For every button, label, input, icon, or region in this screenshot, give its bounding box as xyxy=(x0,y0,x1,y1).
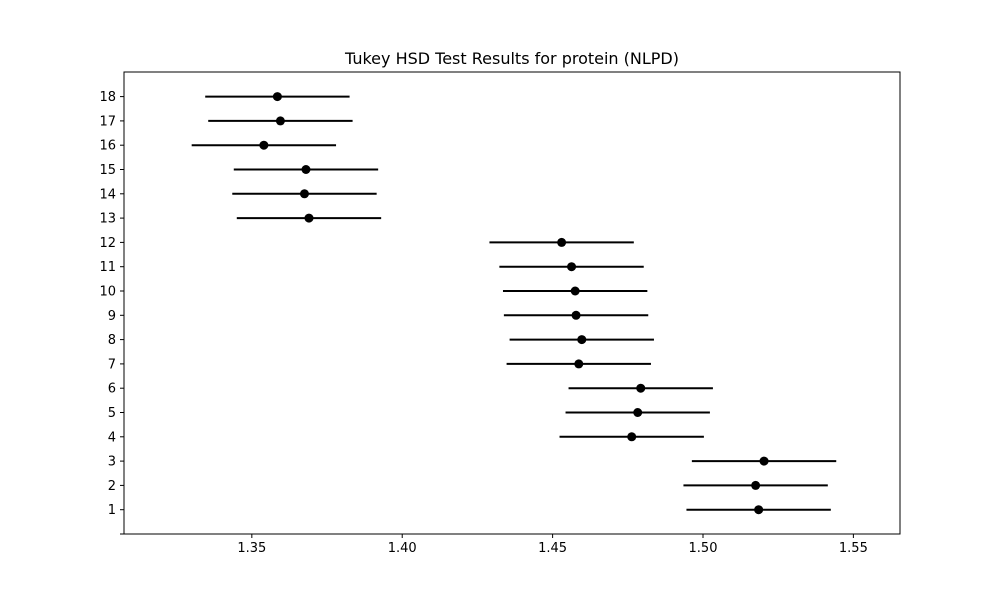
mean-marker xyxy=(304,213,314,223)
y-tick-label: 10 xyxy=(99,285,116,300)
y-tick-label: 3 xyxy=(108,455,116,470)
mean-marker xyxy=(275,116,285,126)
mean-marker xyxy=(636,383,646,393)
y-tick-label: 4 xyxy=(108,430,116,445)
y-tick-label: 6 xyxy=(108,382,116,397)
mean-marker xyxy=(570,286,580,296)
mean-marker xyxy=(633,408,643,417)
y-tick-label: 8 xyxy=(108,333,116,348)
axis-ticks: 1.35 1.40 1.45 1.50 1.5518171615141312111098… xyxy=(99,90,867,556)
mean-marker xyxy=(574,359,584,369)
y-tick-label: 18 xyxy=(99,90,116,105)
y-tick-label: 17 xyxy=(99,114,116,129)
y-tick-label: 16 xyxy=(99,139,116,154)
y-tick-label: 2 xyxy=(108,479,116,494)
y-tick-label: 14 xyxy=(99,187,116,202)
y-tick-label: 7 xyxy=(108,357,116,372)
mean-marker xyxy=(627,432,637,442)
x-tick-label: 1.50 xyxy=(689,541,718,556)
axes-frame xyxy=(123,71,901,535)
x-tick-label: 1.40 xyxy=(388,541,417,556)
mean-marker xyxy=(301,165,311,174)
mean-marker xyxy=(751,480,761,490)
y-tick-label: 12 xyxy=(99,236,116,251)
mean-marker xyxy=(571,310,581,320)
y-tick-label: 13 xyxy=(99,212,116,227)
x-tick-label: 1.45 xyxy=(538,541,567,556)
x-tick-label: 1.35 xyxy=(237,541,266,556)
y-tick-label: 5 xyxy=(108,406,116,421)
mean-marker xyxy=(299,189,309,199)
mean-marker xyxy=(577,335,587,345)
y-tick-label: 15 xyxy=(99,163,116,178)
chart-title: Tukey HSD Test Results for protein (NLPD… xyxy=(344,49,679,68)
y-tick-label: 11 xyxy=(99,260,116,275)
mean-marker xyxy=(567,262,577,272)
error-bars xyxy=(191,92,837,515)
mean-marker xyxy=(259,140,269,150)
mean-marker xyxy=(272,92,282,102)
y-tick-label: 1 xyxy=(108,503,116,518)
mean-marker xyxy=(557,237,567,247)
mean-marker xyxy=(759,456,769,466)
x-tick-label: 1.55 xyxy=(839,541,868,556)
y-tick-label: 9 xyxy=(108,309,116,324)
mean-marker xyxy=(754,505,764,515)
